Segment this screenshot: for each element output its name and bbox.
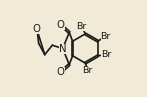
Text: O: O	[57, 67, 65, 77]
Text: Br: Br	[82, 66, 93, 75]
Text: N: N	[59, 43, 67, 54]
Text: O: O	[57, 20, 65, 30]
Text: Br: Br	[101, 32, 111, 41]
Text: O: O	[32, 24, 40, 34]
Text: Br: Br	[76, 22, 86, 31]
Text: Br: Br	[101, 50, 111, 59]
